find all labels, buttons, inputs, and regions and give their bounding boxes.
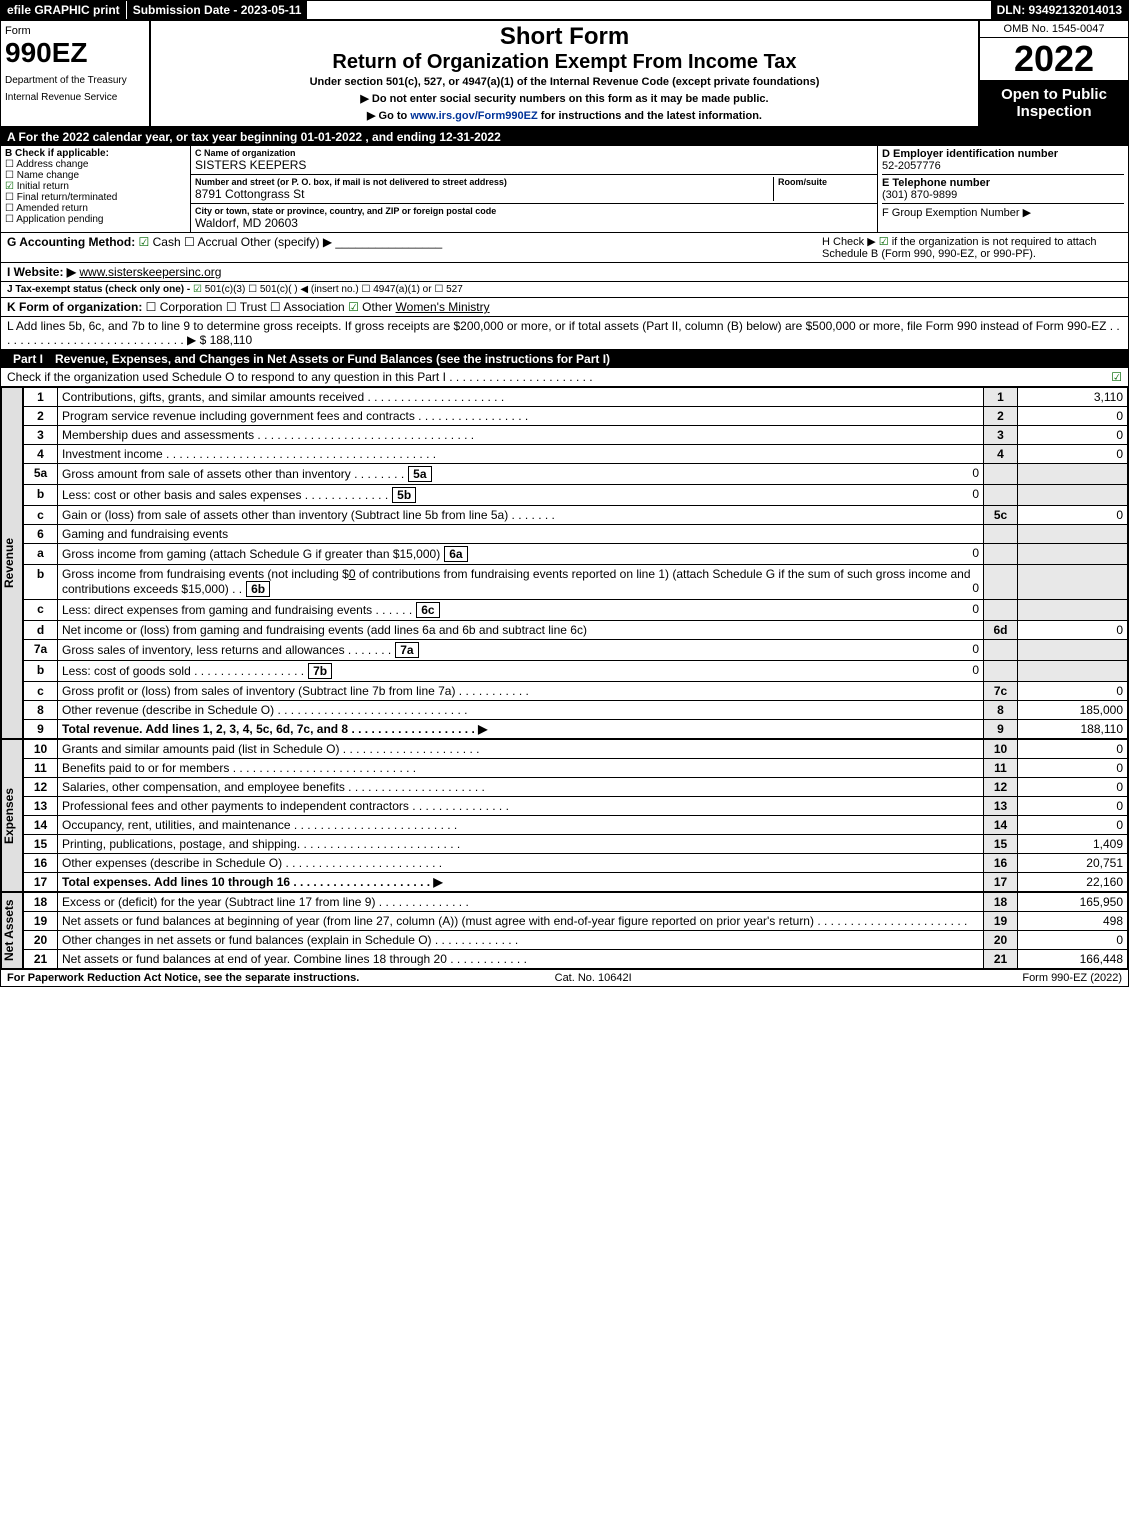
chk-address-change[interactable]: Address change [5, 159, 186, 170]
line-7b: bLess: cost of goods sold . . . . . . . … [24, 661, 1128, 682]
revenue-section: Revenue 1Contributions, gifts, grants, a… [1, 387, 1128, 739]
go-to-instructions: ▶ Go to www.irs.gov/Form990EZ for instru… [157, 109, 972, 122]
line-i-website: I Website: ▶ www.sisterskeepersinc.org [1, 263, 1128, 282]
line-j-tax-status: J Tax-exempt status (check only one) - 5… [1, 282, 1128, 298]
col-b-checkboxes: B Check if applicable: Address change Na… [1, 146, 191, 232]
line-21: 21Net assets or fund balances at end of … [24, 950, 1128, 969]
chk-other-org[interactable]: Other [348, 300, 392, 314]
col-c-org-info: C Name of organization SISTERS KEEPERS N… [191, 146, 878, 232]
omb-number: OMB No. 1545-0047 [980, 21, 1128, 38]
org-name: SISTERS KEEPERS [195, 158, 873, 172]
chk-527[interactable]: 527 [434, 284, 462, 295]
line-12: 12Salaries, other compensation, and empl… [24, 778, 1128, 797]
gross-receipts-value: 188,110 [210, 333, 253, 347]
form-title-1: Short Form [157, 23, 972, 51]
line-6: 6Gaming and fundraising events [24, 525, 1128, 544]
line-19: 19Net assets or fund balances at beginni… [24, 912, 1128, 931]
efile-print-button[interactable]: efile GRAPHIC print [1, 1, 127, 19]
chk-4947[interactable]: 4947(a)(1) or [361, 284, 431, 295]
open-to-public: Open to Public Inspection [980, 80, 1128, 126]
form-title-2: Return of Organization Exempt From Incom… [157, 51, 972, 74]
line-7a: 7aGross sales of inventory, less returns… [24, 640, 1128, 661]
line-13: 13Professional fees and other payments t… [24, 797, 1128, 816]
phone-value: (301) 870-9899 [882, 189, 1124, 201]
line-8: 8Other revenue (describe in Schedule O) … [24, 701, 1128, 720]
expenses-label: Expenses [1, 739, 23, 892]
form-subtitle: Under section 501(c), 527, or 4947(a)(1)… [157, 76, 972, 88]
website-url[interactable]: www.sisterskeepersinc.org [79, 265, 221, 279]
line-11: 11Benefits paid to or for members . . . … [24, 759, 1128, 778]
form-header: Form 990EZ Department of the Treasury In… [1, 21, 1128, 128]
chk-501c3[interactable]: 501(c)(3) [193, 284, 245, 295]
line-6d: dNet income or (loss) from gaming and fu… [24, 621, 1128, 640]
paperwork-notice: For Paperwork Reduction Act Notice, see … [7, 972, 359, 984]
line-2: 2Program service revenue including gover… [24, 407, 1128, 426]
chk-amended-return[interactable]: Amended return [5, 203, 186, 214]
chk-cash[interactable]: Cash [139, 235, 181, 249]
irs-link[interactable]: www.irs.gov/Form990EZ [410, 110, 537, 122]
line-9: 9Total revenue. Add lines 1, 2, 3, 4, 5c… [24, 720, 1128, 739]
col-d-e-f: D Employer identification number 52-2057… [878, 146, 1128, 232]
revenue-label: Revenue [1, 387, 23, 739]
line-l-gross-receipts: L Add lines 5b, 6c, and 7b to line 9 to … [1, 317, 1128, 350]
line-5a: 5aGross amount from sale of assets other… [24, 464, 1128, 485]
chk-schedule-b[interactable] [879, 236, 892, 248]
chk-final-return[interactable]: Final return/terminated [5, 192, 186, 203]
cat-no: Cat. No. 10642I [555, 972, 632, 984]
ein-value: 52-2057776 [882, 160, 1124, 172]
submission-date: Submission Date - 2023-05-11 [127, 1, 308, 19]
block-b-c-d-e-f: B Check if applicable: Address change Na… [1, 146, 1128, 233]
form-ref: Form 990-EZ (2022) [1022, 972, 1122, 984]
form-990ez: efile GRAPHIC print Submission Date - 20… [0, 0, 1129, 987]
chk-schedule-o[interactable]: ☑ [1111, 370, 1122, 384]
chk-corp[interactable]: Corporation [146, 300, 223, 314]
net-assets-section: Net Assets 18Excess or (deficit) for the… [1, 892, 1128, 969]
chk-trust[interactable]: Trust [226, 300, 267, 314]
dept-treasury: Department of the Treasury [5, 75, 145, 86]
line-16: 16Other expenses (describe in Schedule O… [24, 854, 1128, 873]
line-1: 1Contributions, gifts, grants, and simil… [24, 388, 1128, 407]
line-5b: bLess: cost or other basis and sales exp… [24, 485, 1128, 506]
chk-accrual[interactable]: Accrual [184, 235, 237, 249]
line-15: 15Printing, publications, postage, and s… [24, 835, 1128, 854]
org-city: Waldorf, MD 20603 [195, 216, 873, 230]
line-4: 4Investment income . . . . . . . . . . .… [24, 445, 1128, 464]
chk-initial-return[interactable]: Initial return [5, 181, 186, 192]
line-k-form-of-org: K Form of organization: Corporation Trus… [1, 298, 1128, 317]
line-20: 20Other changes in net assets or fund ba… [24, 931, 1128, 950]
dept-irs: Internal Revenue Service [5, 92, 145, 103]
line-7c: cGross profit or (loss) from sales of in… [24, 682, 1128, 701]
chk-name-change[interactable]: Name change [5, 170, 186, 181]
line-3: 3Membership dues and assessments . . . .… [24, 426, 1128, 445]
line-6a: aGross income from gaming (attach Schedu… [24, 544, 1128, 565]
tax-year: 2022 [980, 38, 1128, 80]
chk-application-pending[interactable]: Application pending [5, 214, 186, 225]
chk-assoc[interactable]: Association [270, 300, 345, 314]
net-assets-label: Net Assets [1, 892, 23, 969]
line-5c: cGain or (loss) from sale of assets othe… [24, 506, 1128, 525]
form-label: Form [5, 25, 145, 37]
top-bar: efile GRAPHIC print Submission Date - 20… [1, 1, 1128, 21]
line-17: 17Total expenses. Add lines 10 through 1… [24, 873, 1128, 892]
other-org-value: Women's Ministry [396, 300, 490, 314]
ssn-warning: ▶ Do not enter social security numbers o… [157, 92, 972, 105]
part-i-header: Part I Revenue, Expenses, and Changes in… [1, 350, 1128, 368]
page-footer: For Paperwork Reduction Act Notice, see … [1, 969, 1128, 986]
expenses-section: Expenses 10Grants and similar amounts pa… [1, 739, 1128, 892]
line-18: 18Excess or (deficit) for the year (Subt… [24, 893, 1128, 912]
line-14: 14Occupancy, rent, utilities, and mainte… [24, 816, 1128, 835]
form-number: 990EZ [5, 37, 145, 69]
line-10: 10Grants and similar amounts paid (list … [24, 740, 1128, 759]
dln-number: DLN: 93492132014013 [991, 1, 1128, 19]
org-address: 8791 Cottongrass St [195, 187, 773, 201]
line-g-h: G Accounting Method: Cash Accrual Other … [1, 233, 1128, 263]
line-6b: bGross income from fundraising events (n… [24, 565, 1128, 600]
line-6c: cLess: direct expenses from gaming and f… [24, 600, 1128, 621]
chk-501c[interactable]: 501(c)( ) ◀ (insert no.) [248, 284, 359, 295]
part-i-schedule-o-check: Check if the organization used Schedule … [1, 368, 1128, 387]
row-a-tax-year: A For the 2022 calendar year, or tax yea… [1, 128, 1128, 146]
